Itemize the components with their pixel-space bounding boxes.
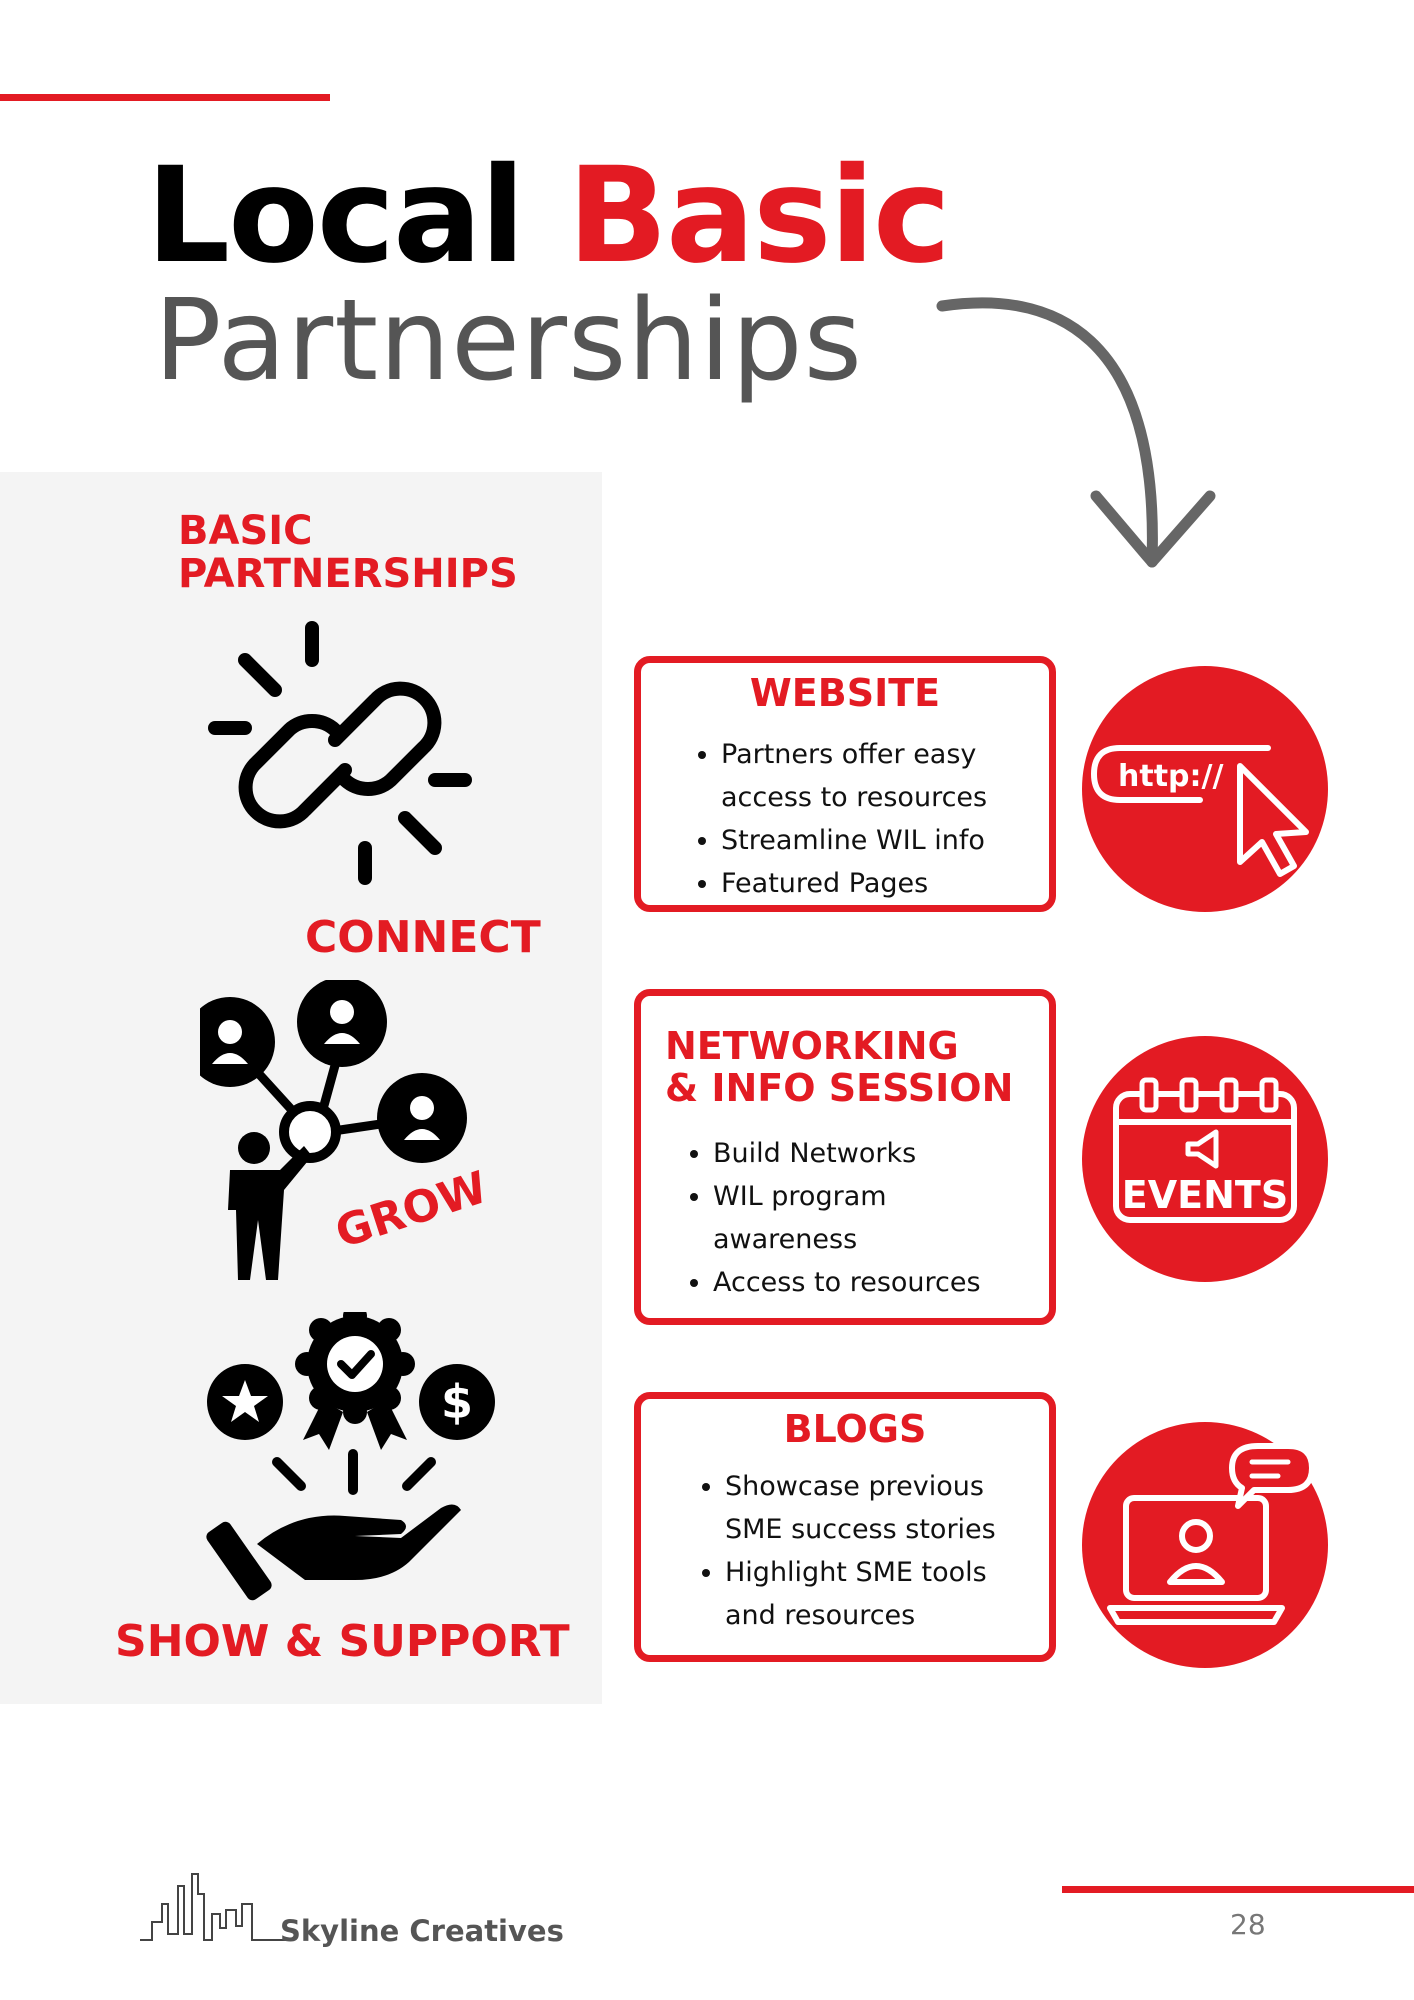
blogs-badge: [1082, 1422, 1328, 1668]
chain-link-icon: [208, 621, 472, 885]
title-word-basic: Basic: [567, 139, 951, 293]
panel-heading-line2: PARTNERSHIPS: [178, 551, 518, 598]
curved-arrow-icon: [936, 297, 1216, 568]
events-calendar-icon: EVENTS: [1113, 1077, 1297, 1223]
card-networking-bullet: WIL program awareness: [713, 1175, 913, 1261]
basic-partnerships-panel: [0, 472, 602, 1704]
card-networking-bullet: Access to resources: [713, 1261, 1049, 1304]
website-badge: http://: [1082, 666, 1328, 912]
footer-brand: Skyline Creatives: [280, 1914, 564, 1948]
card-website-bullet: Featured Pages: [721, 862, 1049, 905]
card-networking-title-line2: & INFO SESSION: [665, 1065, 1014, 1110]
label-connect: CONNECT: [305, 912, 541, 963]
events-text: EVENTS: [1122, 1173, 1288, 1217]
card-blogs-title: BLOGS: [783, 1407, 927, 1451]
laptop-chat-icon: [1107, 1443, 1315, 1625]
card-website: WEBSITE Partners offer easy access to re…: [634, 656, 1056, 912]
card-networking-title-line1: NETWORKING: [665, 1024, 959, 1068]
title-word-local: Local: [146, 139, 525, 293]
hand-rewards-icon: $: [206, 1312, 495, 1601]
card-blogs-bullet: Highlight SME tools and resources: [725, 1551, 1015, 1637]
bottom-accent-rule: [1062, 1886, 1414, 1893]
page-title: Local Basic: [146, 150, 951, 282]
card-networking-bullet: Build Networks: [713, 1132, 1049, 1175]
panel-heading-line1: BASIC: [178, 508, 313, 554]
label-show-support: SHOW & SUPPORT: [115, 1616, 570, 1667]
events-badge: EVENTS: [1082, 1036, 1328, 1282]
http-text: http://: [1118, 759, 1223, 794]
page-number: 28: [1230, 1908, 1266, 1941]
top-accent-rule: [0, 94, 330, 101]
card-networking: NETWORKING & INFO SESSION Build Networks…: [634, 989, 1056, 1325]
skyline-logo-icon: [140, 1873, 286, 1941]
card-website-title: WEBSITE: [749, 671, 941, 715]
card-blogs: BLOGS Showcase previous SME success stor…: [634, 1392, 1056, 1662]
panel-heading: BASIC PARTNERSHIPS: [178, 508, 518, 598]
page-subtitle: Partnerships: [154, 276, 863, 406]
browser-cursor-icon: http://: [1090, 745, 1309, 877]
network-person-icon: [200, 980, 467, 1280]
card-website-bullet: Partners offer easy access to resources: [721, 733, 1021, 819]
svg-text:$: $: [441, 1375, 473, 1429]
card-blogs-bullet: Showcase previous SME success stories: [725, 1465, 1025, 1551]
card-website-bullet: Streamline WIL info: [721, 819, 1049, 862]
